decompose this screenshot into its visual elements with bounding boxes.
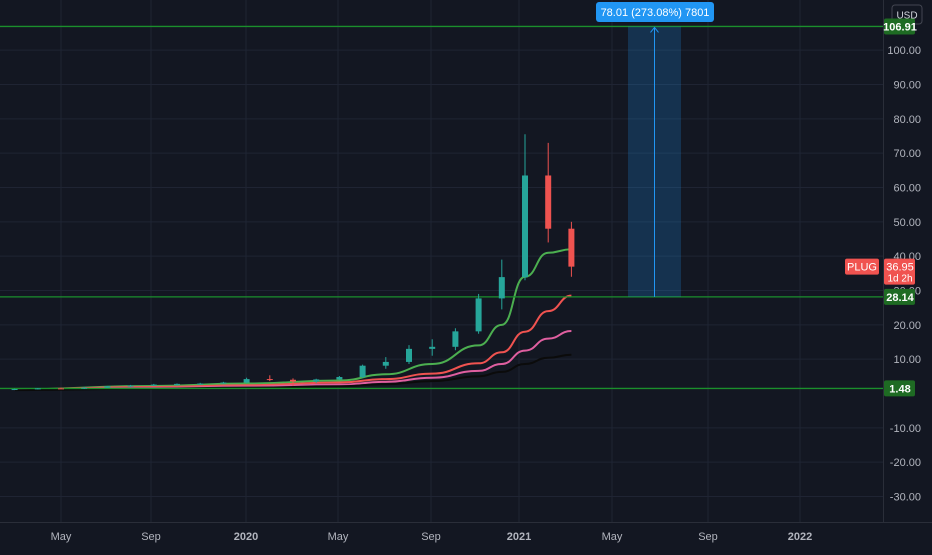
candle	[150, 383, 157, 386]
candle	[220, 381, 227, 384]
horizontal-lines[interactable]	[0, 25, 883, 390]
candles	[11, 134, 575, 391]
price-axis-label: 80.00	[893, 114, 921, 126]
candle-body	[197, 383, 204, 385]
candle	[429, 339, 436, 356]
candle-body	[406, 348, 412, 362]
candle-body	[498, 277, 505, 299]
candle	[243, 377, 250, 384]
measure-label: 78.01 (273.08%) 7801	[596, 2, 714, 22]
candle	[81, 386, 88, 390]
time-axis-label: Sep	[698, 531, 718, 543]
candle-body	[359, 365, 366, 378]
candle	[452, 328, 459, 351]
candle	[406, 345, 412, 364]
moving-average-line	[14, 294, 572, 391]
candle	[11, 388, 18, 391]
horizontal-line-price-tag: 28.14	[884, 288, 915, 305]
candle-body	[452, 331, 459, 347]
price-axis-label: 70.00	[893, 148, 921, 160]
horizontal-line-price-tag: 106.91	[883, 18, 917, 35]
time-axis-label: 2021	[507, 531, 531, 543]
candle	[336, 375, 343, 381]
price-tag-background	[884, 18, 915, 35]
candle-body	[127, 385, 134, 387]
time-axis-label: 2022	[788, 531, 812, 543]
measure-label-text: 78.01 (273.08%) 7801	[601, 7, 710, 19]
time-axis-label: Sep	[421, 531, 441, 543]
price-axis-label: -30.00	[890, 491, 921, 503]
candle-body	[58, 388, 64, 390]
symbol-badge-background	[845, 258, 879, 275]
time-axis-label: 2020	[234, 531, 258, 543]
candle-body	[243, 379, 250, 383]
candle	[545, 142, 552, 243]
candle-body	[174, 383, 180, 385]
candle-body	[81, 387, 88, 389]
time-axis-label: Sep	[141, 531, 161, 543]
price-tag-label: 106.91	[883, 21, 917, 33]
candle-body	[34, 388, 41, 390]
candle-body	[220, 382, 227, 384]
candle-body	[568, 228, 575, 267]
candle-body	[475, 298, 482, 332]
price-axis-label: 20.00	[893, 320, 921, 332]
time-axis-label: May	[602, 531, 623, 543]
candle	[290, 378, 296, 386]
candle-body	[104, 386, 111, 388]
countdown-label: 1d 2h	[887, 274, 912, 285]
candle	[197, 382, 204, 385]
candle-body	[429, 346, 436, 349]
candle-body	[545, 175, 552, 229]
candle	[58, 387, 64, 390]
time-axis-label: May	[51, 531, 72, 543]
candle	[313, 378, 320, 383]
price-axis-label: 100.00	[887, 45, 921, 57]
candle-body	[313, 379, 320, 382]
price-axis-label: 50.00	[893, 217, 921, 229]
price-axis-label: -10.00	[890, 423, 921, 435]
candle	[174, 383, 180, 386]
price-axis-label: -20.00	[890, 457, 921, 469]
candle-body	[266, 379, 273, 381]
time-axis-label: May	[328, 531, 349, 543]
price-tag-background	[884, 380, 915, 397]
candle	[34, 388, 41, 390]
candle	[382, 357, 389, 369]
last-price-label: 36.95	[886, 262, 914, 274]
candle-body	[336, 377, 343, 380]
last-price-background	[884, 258, 915, 285]
measure-label-background	[596, 2, 714, 22]
candle	[127, 384, 134, 387]
candle	[475, 293, 482, 334]
measure-tool[interactable]: 78.01 (273.08%) 7801	[596, 2, 714, 297]
candle	[359, 364, 366, 379]
candle-body	[382, 361, 389, 366]
candle-body	[150, 384, 157, 386]
candle	[266, 375, 273, 382]
price-tag-label: 1.48	[889, 383, 910, 395]
symbol-badge-label: PLUG	[847, 262, 877, 274]
horizontal-line-price-tag: 1.48	[884, 380, 915, 397]
price-tag-background	[884, 288, 915, 305]
price-axis-label: 10.00	[893, 354, 921, 366]
candle-body	[290, 379, 296, 382]
candle	[498, 259, 505, 310]
candle	[104, 385, 111, 389]
candle	[568, 221, 575, 277]
arrow-up-icon	[650, 26, 659, 33]
candle	[522, 134, 528, 281]
candle-body	[522, 175, 528, 278]
candle-body	[11, 389, 18, 391]
price-axis-label: 90.00	[893, 80, 921, 92]
price-tag-label: 28.14	[886, 292, 914, 304]
price-axis-label: 60.00	[893, 183, 921, 195]
currency-button-label[interactable]: USD	[896, 11, 917, 22]
